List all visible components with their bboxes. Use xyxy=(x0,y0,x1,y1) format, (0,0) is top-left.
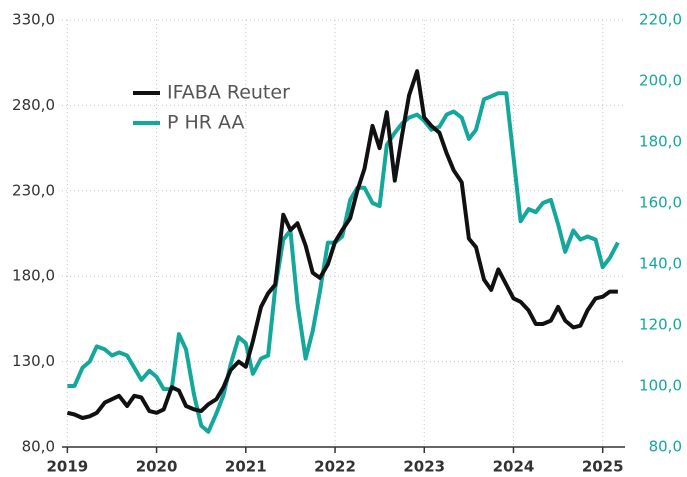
y2-tick-label: 200,0 xyxy=(639,72,682,90)
y-tick-label: 180,0 xyxy=(12,267,55,285)
x-tick-label: 2025 xyxy=(582,458,624,476)
series-line xyxy=(66,69,618,420)
series-line xyxy=(67,91,620,434)
y2-tick-label: 220,0 xyxy=(639,11,682,29)
y2-tick-label: 80,0 xyxy=(649,438,682,456)
y-tick-label: 130,0 xyxy=(12,352,55,370)
y2-tick-label: 100,0 xyxy=(639,377,682,395)
y-tick-label: 80,0 xyxy=(22,438,55,456)
y2-tick-label: 160,0 xyxy=(639,194,682,212)
x-tick-label: 2024 xyxy=(493,458,535,476)
y-tick-label: 280,0 xyxy=(12,96,55,114)
legend-label: IFABA Reuter xyxy=(167,82,290,104)
x-tick-label: 2021 xyxy=(225,458,267,476)
x-tick-label: 2020 xyxy=(136,458,178,476)
x-tick-label: 2019 xyxy=(46,458,88,476)
x-tick-label: 2023 xyxy=(403,458,445,476)
y-tick-label: 230,0 xyxy=(12,181,55,199)
legend-label: P HR AA xyxy=(167,112,245,134)
y2-tick-label: 180,0 xyxy=(639,133,682,151)
y2-tick-label: 140,0 xyxy=(639,255,682,273)
y-tick-label: 330,0 xyxy=(12,11,55,29)
y2-tick-label: 120,0 xyxy=(639,316,682,334)
x-tick-label: 2022 xyxy=(314,458,356,476)
